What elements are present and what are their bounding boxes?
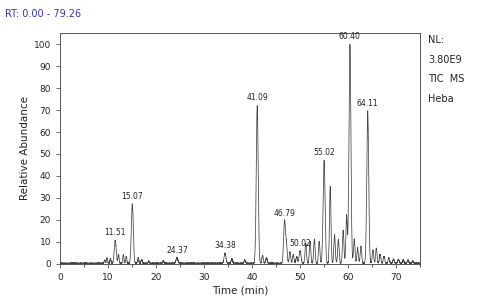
Text: NL:: NL: (428, 35, 444, 45)
Y-axis label: Relative Abundance: Relative Abundance (20, 96, 30, 201)
Text: 15.07: 15.07 (122, 192, 143, 201)
Text: 24.37: 24.37 (166, 246, 188, 255)
Text: 3.80E9: 3.80E9 (428, 55, 462, 65)
Text: 41.09: 41.09 (246, 93, 268, 102)
Text: 60.40: 60.40 (339, 32, 361, 41)
Text: 55.02: 55.02 (313, 148, 335, 157)
X-axis label: Time (min): Time (min) (212, 286, 268, 296)
Text: RT: 0.00 - 79.26: RT: 0.00 - 79.26 (5, 9, 81, 19)
Text: 34.38: 34.38 (214, 241, 236, 251)
Text: 50.02: 50.02 (289, 239, 311, 248)
Text: 46.79: 46.79 (274, 208, 295, 218)
Text: TIC  MS: TIC MS (428, 74, 465, 84)
Text: 64.11: 64.11 (357, 99, 378, 108)
Text: Heba: Heba (428, 94, 454, 104)
Text: 11.51: 11.51 (104, 228, 126, 237)
